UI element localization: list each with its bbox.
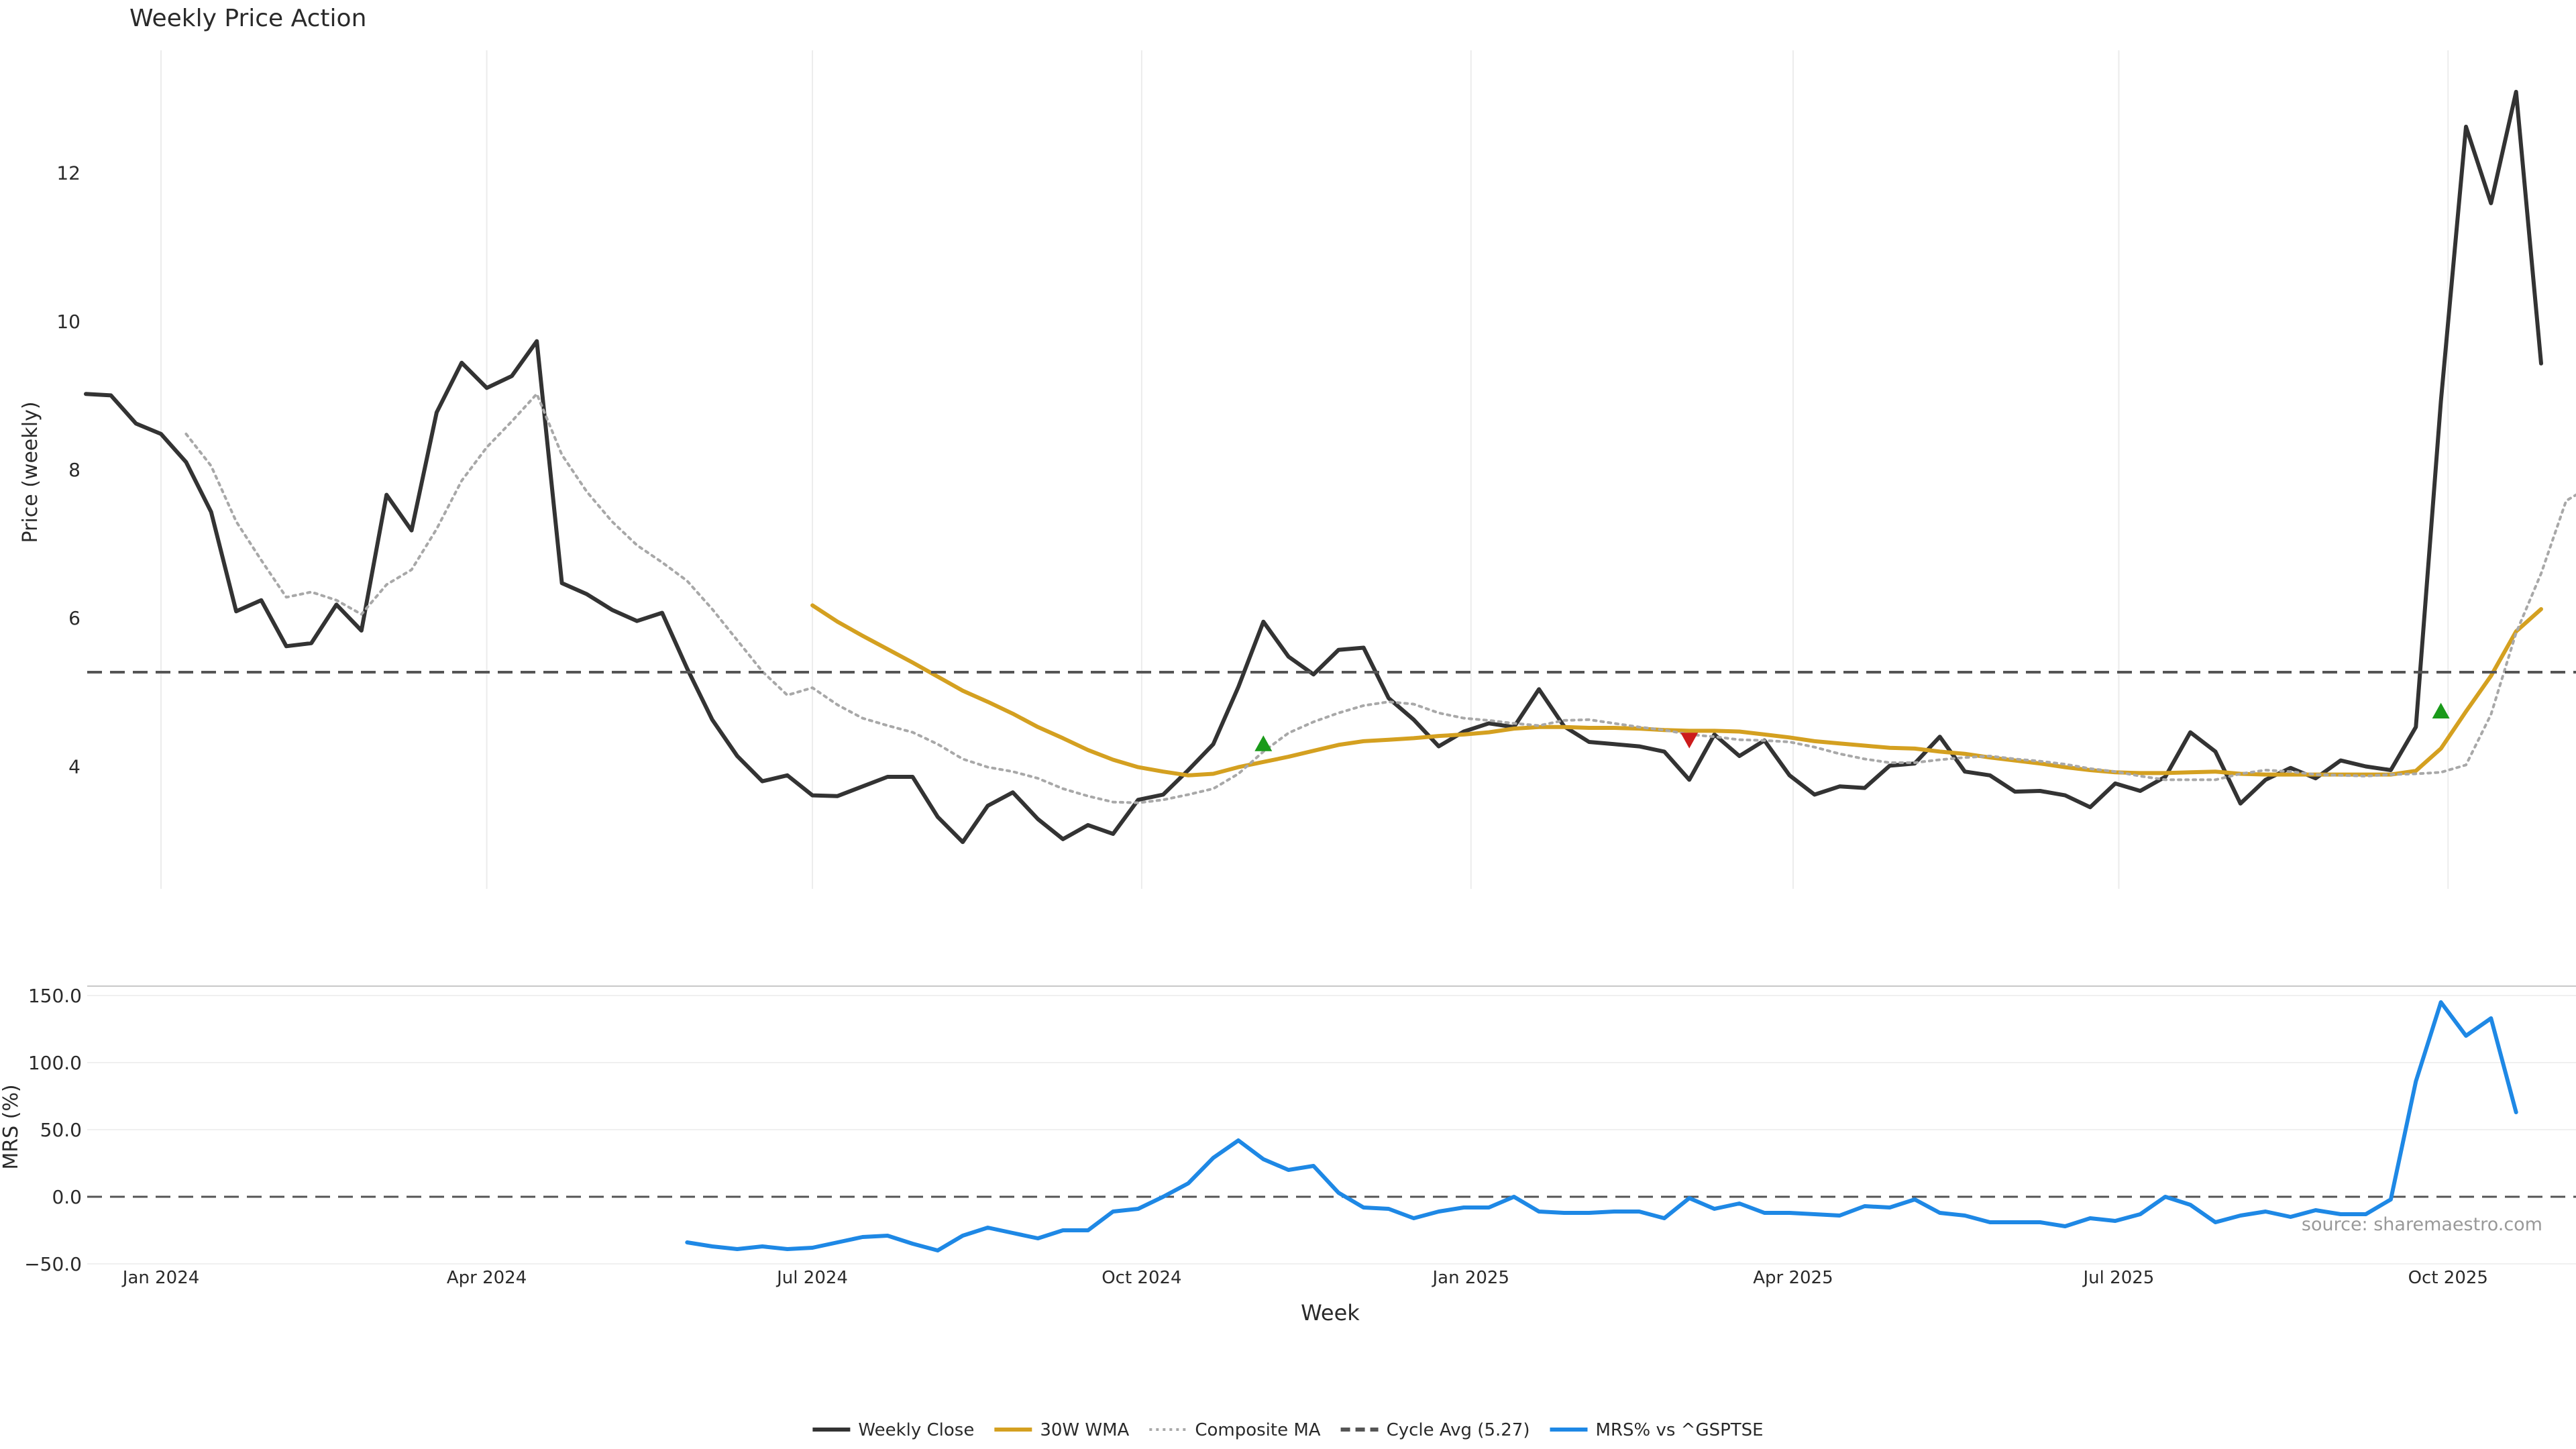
x-tick-label: Apr 2025 (1753, 1268, 1833, 1288)
x-tick-label: Jan 2025 (1431, 1268, 1509, 1288)
legend-item: Cycle Avg (5.27) (1340, 1420, 1530, 1440)
chart-title: Weekly Price Action (129, 5, 366, 32)
mrs-series (685, 1000, 2518, 1252)
mrs-y-tick-label: −50.0 (24, 1253, 82, 1275)
x-tick-label: Oct 2024 (1102, 1268, 1181, 1288)
source-annotation: source: sharemaestro.com (2302, 1214, 2542, 1235)
mrs-y-axis-label: MRS (%) (0, 1084, 23, 1169)
mrs-y-ticks: −50.0 0.0 50.0 100.0 150.0 (24, 985, 82, 1275)
mrs-y-tick-label: 150.0 (28, 985, 82, 1007)
price-y-tick-label: 4 (68, 755, 80, 777)
mrs-y-tick-label: 100.0 (28, 1052, 82, 1074)
legend-label: MRS% vs ^GSPTSE (1595, 1420, 1763, 1440)
price-y-tick-label: 8 (68, 459, 80, 481)
mrs-y-tick-label: 0.0 (52, 1186, 82, 1208)
sell-signal-marker (1680, 733, 1699, 749)
mrs-y-tick-label: 50.0 (40, 1119, 82, 1141)
legend-item: Weekly Close (812, 1420, 974, 1440)
buy-signal-marker (2432, 702, 2450, 719)
price-series (84, 89, 2576, 845)
price-y-tick-label: 12 (56, 162, 80, 184)
x-tick-label: Jan 2024 (121, 1268, 200, 1288)
legend-label: Composite MA (1195, 1420, 1320, 1440)
mrs-line (685, 1000, 2518, 1252)
price-panel: Weekly Price Action Price (weekly) 4 6 8 10… (19, 5, 2576, 889)
weekly-close-line (84, 89, 2543, 845)
buy-signal-marker (1254, 735, 1273, 751)
legend-item: 30W WMA (994, 1420, 1130, 1440)
price-y-ticks: 4 6 8 10 12 (56, 162, 80, 778)
price-vertical-grid (160, 50, 2449, 889)
legend-label: Cycle Avg (5.27) (1387, 1420, 1530, 1440)
legend-label: Weekly Close (858, 1420, 974, 1440)
price-y-tick-label: 10 (56, 311, 80, 333)
mrs-grid (87, 995, 2576, 1265)
legend-item: MRS% vs ^GSPTSE (1550, 1420, 1764, 1440)
price-y-axis-label: Price (weekly) (19, 401, 42, 543)
signal-markers (1254, 702, 2450, 751)
mrs-panel: MRS (%) −50.0 0.0 50.0 100.0 150.0 source: s… (0, 985, 2576, 1326)
chart-legend: Weekly Close 30W WMA Composite MA Cycle Avg… (812, 1420, 1764, 1440)
30w-wma-line (810, 603, 2543, 777)
x-tick-label: Jul 2025 (2082, 1268, 2155, 1288)
x-tick-label: Apr 2024 (447, 1268, 527, 1288)
price-y-tick-label: 6 (68, 607, 80, 629)
x-tick-label: Oct 2025 (2408, 1268, 2488, 1288)
x-tick-label: Jul 2024 (775, 1268, 848, 1288)
legend-label: 30W WMA (1040, 1420, 1129, 1440)
x-axis-label: Week (1301, 1300, 1360, 1326)
x-axis-ticks: Jan 2024 Apr 2024 Jul 2024 Oct 2024 Jan 2025… (121, 1268, 2488, 1288)
legend-item: Composite MA (1149, 1420, 1321, 1440)
